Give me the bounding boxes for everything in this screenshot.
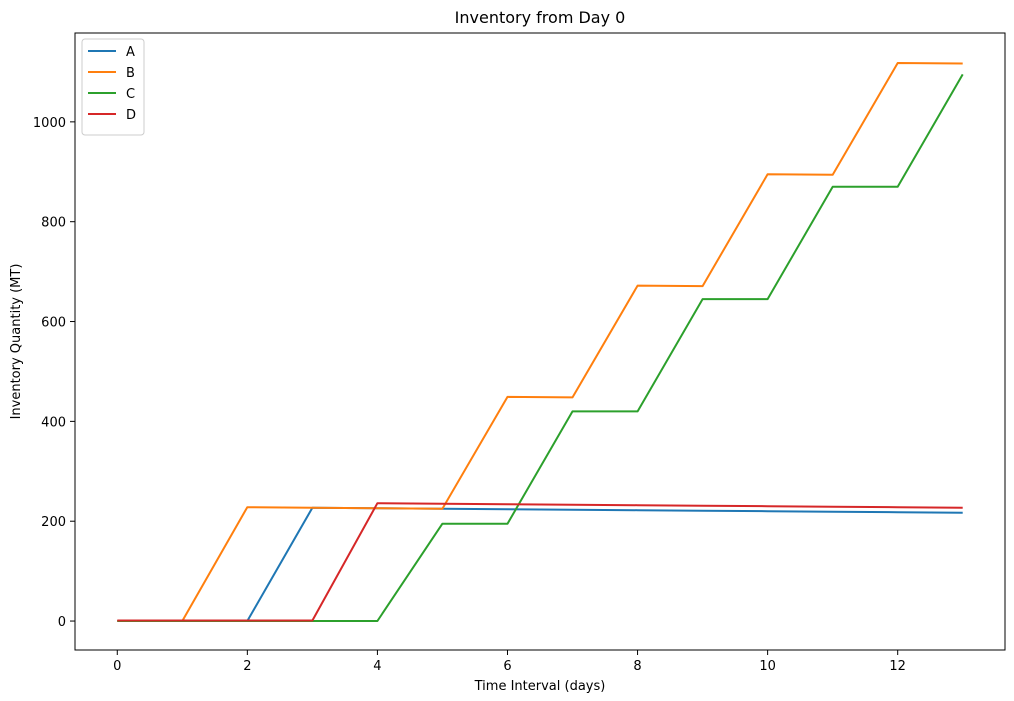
plot-area-frame [74,32,1006,651]
legend-label-C: C [126,87,135,102]
series-lines [117,62,964,622]
y-tick-label: 800 [41,216,66,231]
legend-label-D: D [126,108,136,123]
y-tick-label: 400 [41,415,66,430]
x-tick-label: 6 [503,659,511,674]
x-axis-ticks: 0 2 4 6 8 10 12 [113,650,906,674]
y-tick-label: 0 [58,615,66,630]
legend-label-A: A [126,45,135,60]
y-axis-ticks: 0 200 400 600 800 1000 [33,116,75,630]
x-tick-label: 2 [243,659,251,674]
series-line-D [117,502,963,622]
x-tick-label: 12 [889,659,906,674]
x-tick-label: 0 [113,659,121,674]
x-axis-title: Time Interval (days) [474,679,606,694]
y-tick-label: 1000 [33,116,66,131]
legend-box [81,38,145,136]
series-line-C [117,73,964,622]
series-line-A [117,506,963,622]
y-tick-label: 200 [41,515,66,530]
series-line-B [117,62,963,622]
y-tick-label: 600 [41,316,66,331]
x-tick-label: 8 [633,659,641,674]
chart-title: Inventory from Day 0 [455,8,626,27]
x-tick-label: 10 [759,659,776,674]
x-tick-label: 4 [373,659,381,674]
legend-label-B: B [126,66,135,81]
y-axis-title: Inventory Quantity (MT) [9,264,24,420]
